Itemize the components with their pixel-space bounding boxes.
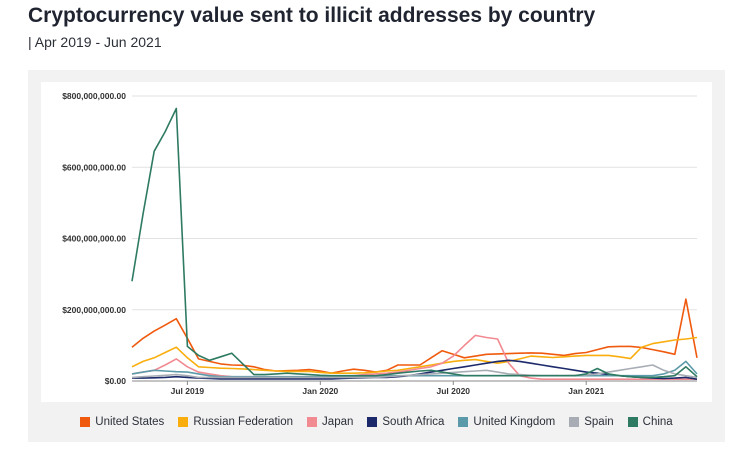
series-line-spain bbox=[131, 364, 698, 379]
y-tick-label: $0.00 bbox=[105, 376, 127, 386]
chart-title: Cryptocurrency value sent to illicit add… bbox=[28, 4, 596, 27]
legend-item-russian-federation: Russian Federation bbox=[178, 416, 293, 428]
y-tick-label: $800,000,000.00 bbox=[62, 91, 126, 101]
chart-subtitle: | Apr 2019 - Jun 2021 bbox=[28, 34, 162, 50]
legend-swatch bbox=[178, 417, 189, 427]
y-tick-label: $400,000,000.00 bbox=[62, 234, 126, 244]
legend-label: United Kingdom bbox=[473, 416, 556, 428]
legend-item-south-africa: South Africa bbox=[367, 416, 444, 428]
y-tick-label: $600,000,000.00 bbox=[62, 162, 126, 172]
legend-swatch bbox=[569, 417, 580, 427]
legend-swatch bbox=[80, 417, 91, 427]
series-line-russian-federation bbox=[131, 336, 698, 375]
legend-item-japan: Japan bbox=[307, 416, 353, 428]
legend-item-united-states: United States bbox=[80, 416, 164, 428]
legend-label: United States bbox=[95, 416, 165, 428]
legend-item-united-kingdom: United Kingdom bbox=[458, 416, 555, 428]
legend-swatch bbox=[458, 417, 469, 427]
legend-label: China bbox=[642, 416, 673, 428]
legend-swatch bbox=[307, 417, 318, 427]
x-tick-label: Jul 2020 bbox=[436, 386, 470, 396]
series-line-united-states bbox=[131, 298, 698, 375]
y-tick-label: $200,000,000.00 bbox=[62, 305, 126, 315]
legend-label: South Africa bbox=[382, 416, 445, 428]
x-tick-label: Jan 2021 bbox=[568, 386, 604, 396]
x-tick-label: Jan 2020 bbox=[302, 386, 338, 396]
legend-label: Russian Federation bbox=[193, 416, 294, 428]
legend-swatch bbox=[627, 417, 638, 427]
chart-legend: United States Russian Federation Japan Sout… bbox=[28, 416, 725, 428]
legend-item-spain: Spain bbox=[569, 416, 614, 428]
legend-label: Japan bbox=[322, 416, 354, 428]
legend-label: Spain bbox=[584, 416, 614, 428]
series-line-china bbox=[131, 107, 698, 379]
legend-swatch bbox=[367, 417, 378, 427]
legend-item-china: China bbox=[627, 416, 673, 428]
x-tick-label: Jul 2019 bbox=[171, 386, 205, 396]
